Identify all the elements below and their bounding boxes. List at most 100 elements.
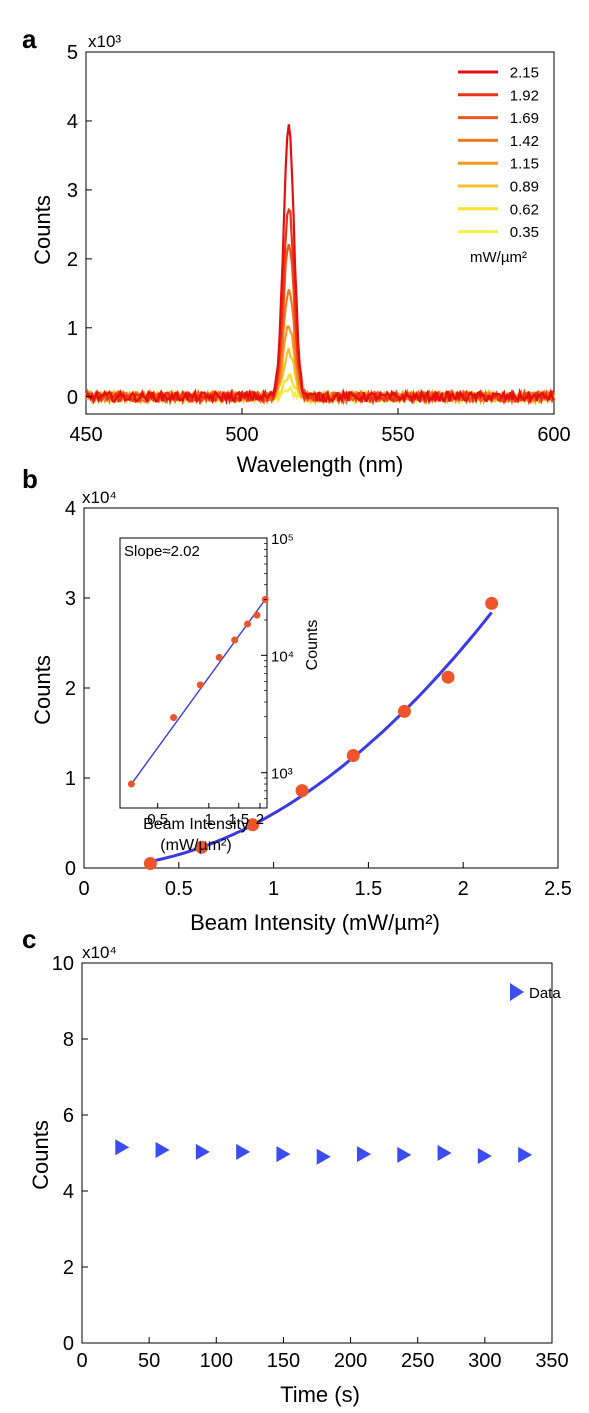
legend-label-2.15: 2.15: [510, 65, 539, 82]
inset-y-tick-label: 10⁵: [271, 531, 294, 548]
x-tick-label: 350: [535, 1350, 568, 1372]
panel-a-letter: a: [22, 24, 37, 54]
legend-label-1.15: 1.15: [510, 156, 539, 173]
panel-b-xlabel: Beam Intensity (mW/µm²): [190, 910, 440, 935]
y-tick-label: 4: [65, 498, 76, 520]
legend-label-1.92: 1.92: [510, 87, 539, 104]
inset-data-point: [170, 714, 178, 722]
y-tick-label: 2: [63, 1257, 74, 1279]
y-tick-label: 3: [65, 588, 76, 610]
panel-a-frame: [85, 51, 555, 415]
panel-c: c x10⁴ 0 50 100 150 200 250 300 350 0 2 4 6 8 10 Data…: [22, 924, 569, 1407]
y-tick-label: 2: [67, 249, 78, 271]
series-line-1.42: [85, 289, 556, 406]
series-line-1.15: [85, 325, 556, 406]
x-tick-label: 1: [268, 878, 279, 900]
data-point: [441, 670, 455, 684]
x-tick-label: 50: [138, 1350, 160, 1372]
inset-fit-group: [130, 598, 266, 785]
inset-y-tick-label: 10³: [271, 766, 293, 783]
inset-frame: [119, 537, 268, 809]
inset-fit-line: [130, 598, 266, 785]
panel-a-ticks: 450 500 550 600 0 1 2 3 4 5: [67, 42, 571, 446]
y-tick-label: 1: [65, 768, 76, 790]
panel-a-series-group: [84, 124, 556, 406]
inset-y-tick-label: 10⁴: [271, 648, 294, 665]
panel-c-multiplier: x10⁴: [82, 943, 117, 962]
legend-label-0.89: 0.89: [510, 179, 539, 196]
data-point-triangle: [397, 1146, 412, 1163]
panel-c-ticks: 0 50 100 150 200 250 300 350 0 2 4 6 8 10: [52, 953, 569, 1372]
x-tick-label: 450: [69, 424, 102, 446]
panel-b-points-group: [143, 596, 499, 870]
data-point-triangle: [316, 1148, 331, 1165]
panel-a-legend-unit: mW/µm²: [470, 249, 527, 266]
inset-data-point: [244, 620, 252, 628]
panel-c-legend-marker: [510, 983, 524, 1001]
inset-annotation: Slope≈2.02: [124, 543, 200, 560]
y-tick-label: 8: [63, 1029, 74, 1051]
inset-x-tick-label: 0.5: [147, 811, 168, 828]
y-tick-label: 4: [67, 111, 78, 133]
inset-xlabel-line2: (mW/µm²): [160, 837, 231, 854]
x-tick-label: 100: [200, 1350, 233, 1372]
panel-c-legend-label: Data: [529, 985, 561, 1002]
panel-b-multiplier: x10⁴: [82, 488, 117, 507]
y-tick-label: 10: [52, 953, 74, 975]
inset-xlabel-line1: Beam Intensity: [143, 816, 249, 833]
panel-b-letter: b: [22, 464, 38, 494]
inset-ticks: 0.5 1 1.5 2 10³ 10⁴ 10⁵: [147, 531, 294, 828]
panel-c-ylabel: Counts: [28, 1120, 53, 1190]
x-tick-label: 500: [225, 424, 258, 446]
y-tick-label: 0: [65, 858, 76, 880]
series-line-1.69: [84, 243, 555, 406]
panel-c-frame: [81, 962, 553, 1344]
panel-a-ylabel: Counts: [30, 195, 55, 265]
inset-ylabel: Counts: [304, 620, 321, 671]
x-tick-label: 0.5: [165, 878, 193, 900]
panel-a: a x10³ 450 500 550 600 0 1 2 3 4 5 2.15 1.92 1.69 1.…: [22, 24, 571, 477]
data-point-triangle: [115, 1139, 130, 1156]
panel-a-legend: 2.15 1.92 1.69 1.42 1.15 0.89 0.62 0.35: [458, 65, 539, 241]
panel-a-multiplier: x10³: [88, 32, 121, 51]
y-tick-label: 3: [67, 180, 78, 202]
legend-label-1.42: 1.42: [510, 133, 539, 150]
inset-data-point: [127, 780, 135, 788]
panel-c-points-group: [115, 1139, 533, 1165]
y-tick-label: 4: [63, 1181, 74, 1203]
panel-a-xlabel: Wavelength (nm): [237, 452, 404, 477]
data-point-triangle: [155, 1141, 170, 1158]
x-tick-label: 200: [334, 1350, 367, 1372]
panel-c-letter: c: [22, 924, 36, 954]
data-point-triangle: [276, 1146, 291, 1163]
series-line-1.92: [85, 207, 555, 406]
data-point-triangle: [518, 1146, 533, 1163]
x-tick-label: 2: [458, 878, 469, 900]
inset-data-point: [196, 681, 204, 689]
data-point-triangle: [477, 1148, 492, 1165]
y-tick-label: 0: [63, 1333, 74, 1355]
x-tick-label: 250: [401, 1350, 434, 1372]
x-tick-label: 600: [537, 424, 570, 446]
y-tick-label: 1: [67, 318, 78, 340]
data-point-triangle: [236, 1143, 251, 1160]
panel-b-inset: Slope≈2.02 0.5 1 1.5 2 10³ 10⁴ 10⁵ Beam Intens…: [119, 531, 321, 854]
data-point: [346, 749, 360, 762]
legend-label-0.62: 0.62: [510, 201, 539, 218]
inset-x-tick-label: 2: [256, 811, 264, 828]
inset-data-point: [231, 636, 239, 644]
legend-label-0.35: 0.35: [510, 224, 539, 241]
y-tick-label: 2: [65, 678, 76, 700]
inset-x-tick-label: 1: [205, 811, 213, 828]
y-tick-label: 0: [67, 387, 78, 409]
panel-b: b x10⁴ 0 0.5 1 1.5 2 2.5 0 1 2 3 4 Beam Intensity …: [22, 464, 572, 935]
data-point-triangle: [437, 1145, 452, 1161]
inset-x-tick-label: 1.5: [228, 811, 249, 828]
panel-b-ylabel: Counts: [30, 655, 55, 725]
legend-label-1.69: 1.69: [510, 110, 539, 127]
inset-data-point: [253, 611, 261, 619]
data-point: [246, 818, 260, 832]
panel-c-legend: Data: [510, 983, 561, 1002]
y-tick-label: 5: [67, 42, 78, 64]
series-line-2.15: [85, 124, 555, 406]
